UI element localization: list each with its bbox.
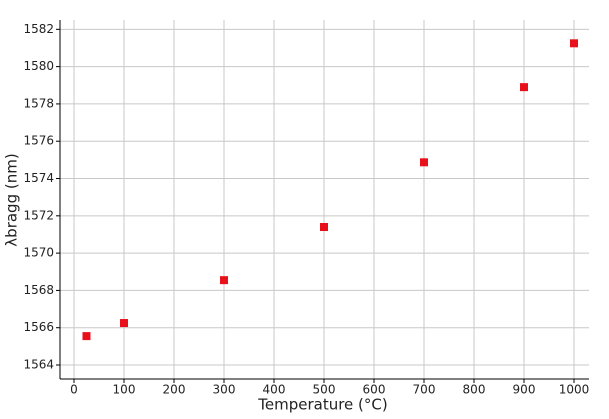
x-tick-label: 400 (263, 383, 286, 397)
point (320, 223, 328, 232)
x-tick-label: 1000 (559, 383, 590, 397)
x-tick-label: 300 (213, 383, 236, 397)
y-tick-label: 1578 (23, 96, 54, 110)
y-tick-label: 1580 (23, 59, 54, 73)
point (220, 276, 228, 285)
x-tick-label: 600 (363, 383, 386, 397)
x-tick-label: 700 (413, 383, 436, 397)
x-tick-label: 500 (313, 383, 336, 397)
y-tick-label: 1582 (23, 22, 54, 36)
point (120, 319, 128, 328)
y-tick-label: 1572 (23, 208, 54, 222)
x-axis-label: Temperature (°C) (257, 396, 387, 414)
point (82, 332, 91, 341)
y-tick-label: 1564 (23, 358, 54, 372)
x-tick-label: 0 (70, 383, 78, 397)
x-tick-label: 100 (113, 383, 136, 397)
y-tick-label: 1576 (23, 134, 54, 148)
x-tick-label: 900 (513, 383, 536, 397)
x-tick-label: 800 (463, 383, 486, 397)
y-tick-label: 1566 (23, 320, 54, 334)
point (520, 83, 528, 92)
point (570, 39, 578, 48)
x-tick-label: 200 (163, 383, 186, 397)
y-tick-label: 1570 (23, 246, 54, 260)
y-tick-label: 1568 (23, 283, 54, 297)
y-tick-label: 1574 (23, 171, 54, 185)
y-axis-label: λbragg (nm) (3, 153, 21, 246)
point (420, 158, 428, 167)
